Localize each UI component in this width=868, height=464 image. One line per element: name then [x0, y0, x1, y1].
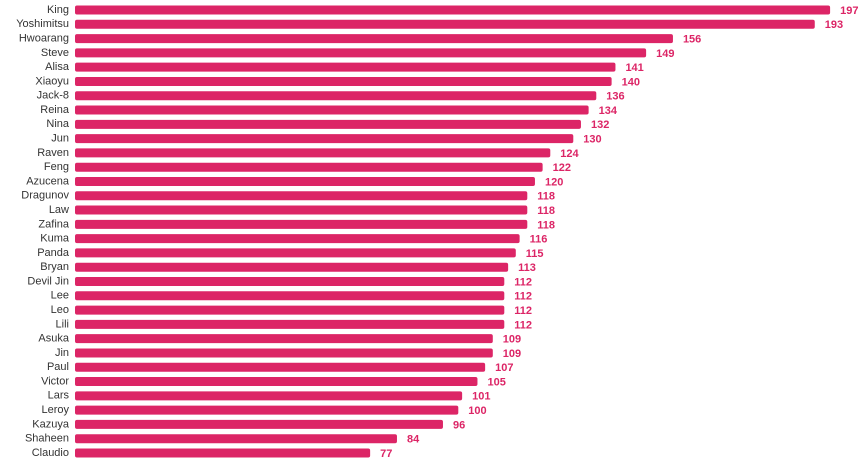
y-tick-label: Leo	[51, 304, 69, 316]
value-label: 156	[683, 33, 701, 45]
bar	[75, 319, 505, 329]
value-label: 122	[553, 162, 571, 174]
bar	[75, 419, 443, 429]
y-tick-label: Zafina	[38, 218, 69, 230]
value-label: 107	[495, 362, 513, 374]
value-label: 112	[514, 319, 532, 331]
bar	[75, 19, 815, 29]
value-label: 134	[599, 105, 618, 117]
bar	[75, 162, 543, 172]
value-label: 101	[472, 391, 490, 403]
bar	[75, 348, 493, 358]
value-label: 118	[537, 205, 555, 217]
bar	[75, 176, 535, 186]
bar	[75, 91, 597, 101]
y-tick-label: Lili	[56, 318, 69, 330]
value-label: 84	[407, 434, 420, 446]
bar	[75, 205, 528, 215]
bar	[75, 219, 528, 229]
bar	[75, 148, 551, 158]
value-label: 105	[487, 376, 505, 388]
value-label: 109	[503, 334, 521, 346]
bar	[75, 119, 581, 129]
y-tick-label: Nina	[46, 118, 70, 130]
y-tick-label: Jun	[51, 133, 69, 145]
y-tick-label: Raven	[37, 147, 69, 159]
bar	[75, 191, 528, 201]
value-label: 130	[583, 134, 601, 146]
y-tick-label: Lee	[51, 290, 69, 302]
y-tick-label: Paul	[47, 361, 69, 373]
bar	[75, 405, 459, 415]
y-tick-label: Alisa	[45, 61, 70, 73]
bar	[75, 334, 493, 344]
y-tick-label: Steve	[41, 47, 69, 59]
value-label: 140	[622, 76, 640, 88]
value-label: 193	[825, 19, 843, 31]
value-label: 96	[453, 419, 465, 431]
value-label: 118	[537, 191, 555, 203]
y-tick-label: Bryan	[40, 261, 69, 273]
value-label: 136	[606, 91, 624, 103]
bar	[75, 305, 505, 315]
value-label: 109	[503, 348, 521, 360]
value-label: 118	[537, 219, 555, 231]
bar	[75, 76, 612, 86]
bar	[75, 448, 371, 458]
value-label: 124	[560, 148, 579, 160]
value-label: 77	[380, 448, 392, 460]
y-tick-label: Claudio	[32, 447, 69, 459]
value-label: 197	[840, 5, 858, 17]
y-tick-label: Feng	[44, 161, 69, 173]
bar	[75, 262, 509, 272]
y-tick-label: Devil Jin	[27, 275, 69, 287]
y-tick-label: Victor	[41, 375, 69, 387]
bar	[75, 362, 486, 372]
value-label: 112	[514, 305, 532, 317]
value-label: 116	[530, 234, 548, 246]
y-tick-label: Yoshimitsu	[16, 18, 69, 30]
y-tick-label: Azucena	[26, 175, 70, 187]
value-label: 120	[545, 176, 563, 188]
bar	[75, 5, 831, 15]
y-tick-label: Lars	[48, 390, 70, 402]
bar	[75, 391, 463, 401]
bar	[75, 62, 616, 72]
y-tick-label: Shaheen	[25, 433, 69, 445]
bar	[75, 248, 516, 258]
bar	[75, 277, 505, 287]
y-tick-label: Law	[49, 204, 69, 216]
bar	[75, 34, 673, 44]
bar	[75, 134, 574, 144]
y-tick-label: Leroy	[41, 404, 69, 416]
y-tick-label: Reina	[40, 104, 70, 116]
y-tick-label: Asuka	[38, 333, 69, 345]
y-tick-label: Hwoarang	[19, 32, 69, 44]
value-label: 141	[625, 62, 643, 74]
bar	[75, 434, 397, 444]
y-tick-label: Jin	[55, 347, 69, 359]
bar	[75, 377, 478, 387]
value-label: 112	[514, 291, 532, 303]
value-label: 149	[656, 48, 674, 60]
y-tick-label: Panda	[37, 247, 70, 259]
bar	[75, 48, 647, 58]
y-tick-label: Kazuya	[32, 418, 70, 430]
value-label: 113	[518, 262, 536, 274]
bar	[75, 291, 505, 301]
y-tick-label: Dragunov	[21, 190, 69, 202]
value-label: 112	[514, 276, 532, 288]
value-label: 100	[468, 405, 486, 417]
y-tick-label: Xiaoyu	[35, 75, 69, 87]
y-tick-label: Jack-8	[37, 90, 69, 102]
value-label: 132	[591, 119, 609, 131]
bar	[75, 105, 589, 115]
bar	[75, 234, 520, 244]
y-tick-label: Kuma	[40, 233, 70, 245]
value-label: 115	[526, 248, 544, 260]
y-tick-label: King	[47, 4, 69, 16]
